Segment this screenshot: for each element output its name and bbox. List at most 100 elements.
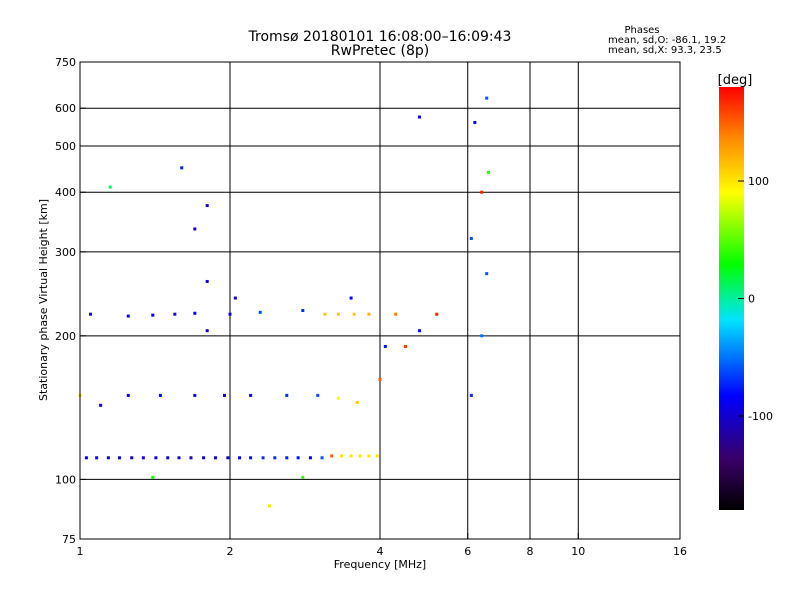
data-point — [189, 456, 193, 460]
data-point — [193, 311, 197, 315]
chart-subtitle: RwPretec (8p) — [331, 43, 429, 59]
data-point — [417, 329, 421, 333]
data-point — [330, 454, 334, 458]
data-point — [249, 393, 253, 397]
data-point — [205, 279, 209, 283]
data-point — [473, 121, 477, 125]
data-point — [485, 272, 489, 276]
data-point — [296, 456, 300, 460]
data-point — [301, 475, 305, 479]
data-point — [238, 456, 242, 460]
y-tick-label: 600 — [55, 102, 76, 115]
data-point — [323, 312, 327, 316]
data-point — [173, 312, 177, 316]
data-point — [130, 456, 134, 460]
data-point — [154, 456, 158, 460]
data-point — [205, 204, 209, 208]
y-tick-label: 750 — [55, 56, 76, 69]
data-point — [84, 456, 88, 460]
plot-grid — [80, 62, 680, 539]
data-points — [78, 96, 490, 508]
data-point — [417, 115, 421, 119]
data-point — [89, 312, 93, 316]
data-point — [158, 393, 162, 397]
colorbar-tick-label: 0 — [748, 293, 755, 306]
data-point — [151, 475, 155, 479]
data-point — [285, 456, 289, 460]
data-point — [383, 344, 387, 348]
chart-title: Tromsø 20180101 16:08:00–16:09:43 — [248, 29, 512, 45]
data-point — [258, 310, 262, 314]
x-tick-label: 16 — [673, 545, 687, 558]
stats-line-x: mean, sd,X: 93.3, 23.5 — [608, 45, 722, 56]
data-point — [349, 296, 353, 300]
y-tick-label: 100 — [55, 473, 76, 486]
data-point — [367, 312, 371, 316]
colorbar-label: [deg] — [718, 73, 753, 88]
x-tick-label: 2 — [227, 545, 234, 558]
data-point — [378, 377, 382, 381]
axis-ticks: 1 2 4 6 8 10 16 75 100 200 300 400 500 600 750 — [55, 56, 687, 558]
data-point — [117, 456, 121, 460]
colorbar-tick-label: -100 — [748, 410, 773, 423]
data-point — [469, 236, 473, 240]
data-point — [480, 334, 484, 338]
data-point — [340, 454, 344, 458]
data-point — [193, 393, 197, 397]
data-point — [228, 312, 232, 316]
colorbar-ticks: 100 0 -100 — [738, 175, 773, 423]
y-axis-label: Stationary phase Virtual Height [km] — [37, 199, 50, 401]
data-point — [95, 456, 99, 460]
data-point — [320, 456, 324, 460]
x-tick-label: 6 — [464, 545, 471, 558]
x-tick-label: 8 — [527, 545, 534, 558]
y-tick-label: 200 — [55, 330, 76, 343]
data-point — [108, 185, 112, 189]
data-point — [485, 96, 489, 100]
data-point — [249, 456, 253, 460]
stats-line-o: mean, sd,O: -86.1, 19.2 — [608, 35, 726, 46]
data-point — [233, 296, 237, 300]
data-point — [316, 393, 320, 397]
data-point — [205, 329, 209, 333]
y-tick-label: 500 — [55, 140, 76, 153]
colorbar: [deg] 100 0 -100 — [718, 73, 773, 510]
data-point — [367, 454, 371, 458]
data-point — [213, 456, 217, 460]
data-point — [202, 456, 206, 460]
data-point — [301, 308, 305, 312]
data-point — [358, 454, 362, 458]
data-point — [285, 393, 289, 397]
data-point — [166, 456, 170, 460]
data-point — [469, 393, 473, 397]
data-point — [226, 456, 230, 460]
data-point — [336, 312, 340, 316]
colorbar-tick-label: 100 — [748, 175, 769, 188]
data-point — [99, 403, 103, 407]
data-point — [403, 344, 407, 348]
y-tick-label: 75 — [62, 533, 76, 546]
data-point — [375, 454, 379, 458]
data-point — [126, 314, 130, 318]
x-tick-label: 1 — [77, 545, 84, 558]
data-point — [435, 312, 439, 316]
x-tick-label: 4 — [377, 545, 384, 558]
data-point — [486, 170, 490, 174]
data-point — [349, 454, 353, 458]
y-tick-label: 300 — [55, 246, 76, 259]
data-point — [180, 166, 184, 170]
data-point — [336, 396, 340, 400]
data-point — [126, 393, 130, 397]
stats-heading: Phases — [624, 25, 659, 36]
data-point — [177, 456, 181, 460]
data-point — [141, 456, 145, 460]
data-point — [352, 312, 356, 316]
data-point — [193, 227, 197, 231]
data-point — [273, 456, 277, 460]
data-point — [480, 190, 484, 194]
data-point — [355, 400, 359, 404]
data-point — [223, 393, 227, 397]
data-point — [261, 456, 265, 460]
data-point — [151, 313, 155, 317]
